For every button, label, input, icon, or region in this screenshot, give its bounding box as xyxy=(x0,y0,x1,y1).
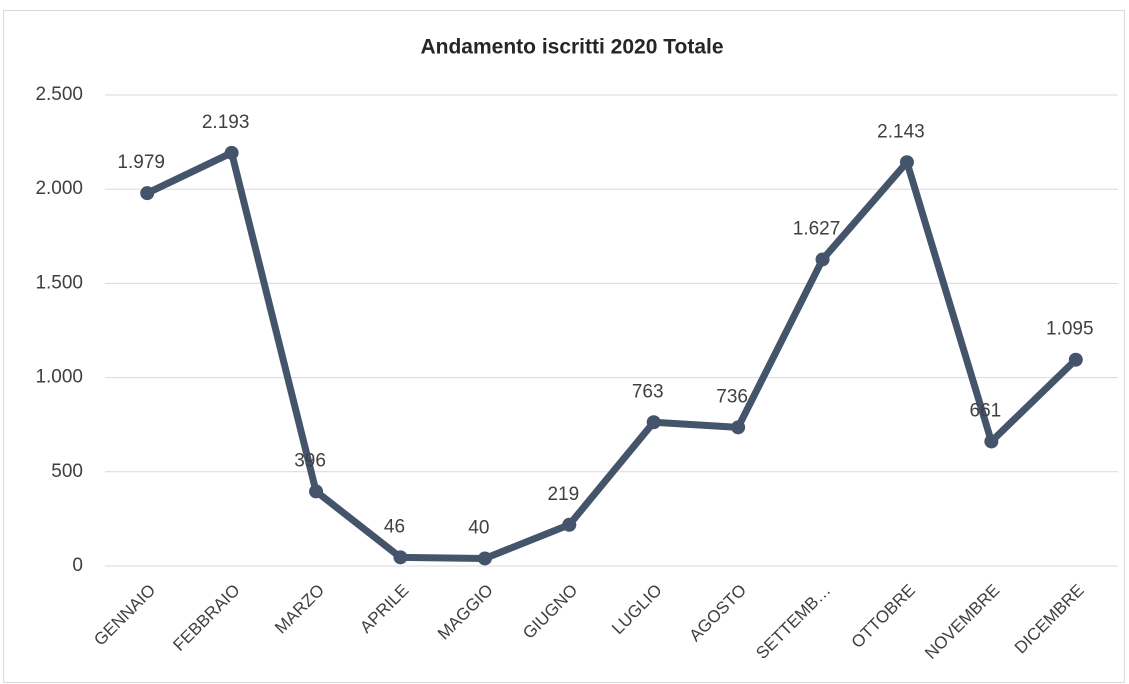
data-label: 2.143 xyxy=(877,121,925,142)
data-label: 661 xyxy=(970,400,1002,421)
data-label: 2.193 xyxy=(202,112,250,133)
point xyxy=(224,145,239,160)
point xyxy=(393,550,408,565)
line xyxy=(145,149,1079,562)
point xyxy=(140,186,155,201)
y-tick-label: 1.500 xyxy=(35,272,83,293)
chart-border xyxy=(3,10,1125,683)
point xyxy=(815,252,830,267)
y-tick-label: 2.500 xyxy=(35,84,83,105)
point xyxy=(309,484,324,499)
y-tick-label: 0 xyxy=(72,555,83,576)
point xyxy=(731,420,746,435)
point xyxy=(477,551,492,566)
data-label: 1.627 xyxy=(793,218,841,239)
point xyxy=(984,434,999,449)
point xyxy=(646,415,661,430)
data-label: 1.095 xyxy=(1046,319,1094,340)
data-label: 396 xyxy=(294,450,326,471)
chart-title: Andamento iscritti 2020 Totale xyxy=(420,36,723,59)
data-label: 40 xyxy=(468,517,489,538)
data-label: 763 xyxy=(632,381,664,402)
y-tick-label: 500 xyxy=(51,461,83,482)
data-label: 219 xyxy=(547,484,579,505)
data-label: 736 xyxy=(716,386,748,407)
point xyxy=(899,155,914,170)
point xyxy=(1068,352,1083,367)
y-tick-label: 1.000 xyxy=(35,367,83,388)
data-label: 46 xyxy=(384,516,405,537)
y-tick-label: 2.000 xyxy=(35,178,83,199)
data-label: 1.979 xyxy=(117,152,165,173)
point xyxy=(562,517,577,532)
